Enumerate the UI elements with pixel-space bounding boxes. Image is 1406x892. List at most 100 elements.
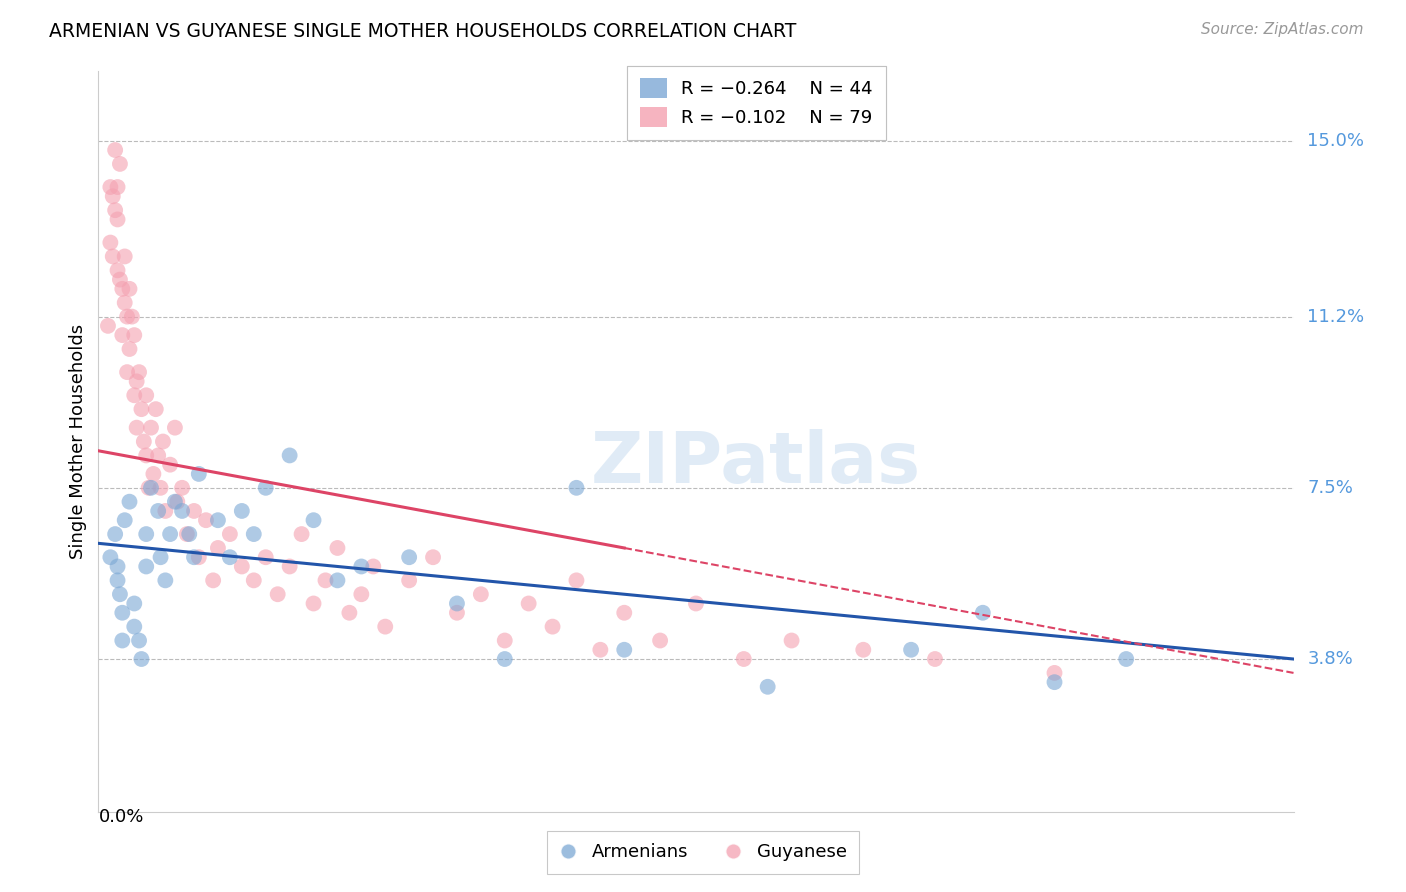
Guyanese	[176, 527, 198, 541]
Guyanese	[613, 606, 636, 620]
Text: 7.5%: 7.5%	[1308, 479, 1354, 497]
Guyanese	[219, 527, 242, 541]
Armenians	[149, 550, 172, 565]
Armenians	[131, 652, 153, 666]
Guyanese	[121, 310, 143, 324]
Guyanese	[104, 203, 127, 218]
Guyanese	[155, 504, 177, 518]
Guyanese	[852, 642, 875, 657]
Armenians	[118, 494, 141, 508]
Guyanese	[350, 587, 373, 601]
Guyanese	[114, 250, 136, 264]
Guyanese	[733, 652, 755, 666]
Guyanese	[114, 295, 136, 310]
Guyanese	[115, 365, 138, 379]
Guyanese	[98, 235, 122, 250]
Guyanese	[565, 574, 588, 588]
Text: 11.2%: 11.2%	[1308, 308, 1365, 326]
Armenians	[231, 504, 253, 518]
Armenians	[219, 550, 242, 565]
Armenians	[756, 680, 779, 694]
Armenians	[148, 504, 170, 518]
Armenians	[398, 550, 420, 565]
Legend: R = −0.264    N = 44, R = −0.102    N = 79: R = −0.264 N = 44, R = −0.102 N = 79	[627, 66, 886, 140]
Armenians	[243, 527, 266, 541]
Guyanese	[494, 633, 516, 648]
Armenians	[104, 527, 127, 541]
Armenians	[494, 652, 516, 666]
Text: ARMENIAN VS GUYANESE SINGLE MOTHER HOUSEHOLDS CORRELATION CHART: ARMENIAN VS GUYANESE SINGLE MOTHER HOUSE…	[49, 22, 797, 41]
Guyanese	[291, 527, 314, 541]
Guyanese	[131, 402, 153, 417]
Armenians	[302, 513, 325, 527]
Armenians	[613, 642, 636, 657]
Guyanese	[541, 620, 564, 634]
Armenians	[179, 527, 201, 541]
Armenians	[350, 559, 373, 574]
Guyanese	[202, 574, 225, 588]
Guyanese	[125, 420, 148, 434]
Guyanese	[111, 282, 134, 296]
Armenians	[111, 633, 134, 648]
Armenians	[900, 642, 922, 657]
Armenians	[155, 574, 177, 588]
Guyanese	[1043, 665, 1066, 680]
Guyanese	[446, 606, 468, 620]
Guyanese	[107, 180, 129, 194]
Guyanese	[326, 541, 349, 555]
Guyanese	[132, 434, 155, 449]
Legend: Armenians, Guyanese: Armenians, Guyanese	[547, 830, 859, 874]
Guyanese	[302, 597, 325, 611]
Armenians	[183, 550, 205, 565]
Armenians	[972, 606, 994, 620]
Guyanese	[115, 310, 138, 324]
Guyanese	[648, 633, 672, 648]
Guyanese	[166, 494, 188, 508]
Guyanese	[135, 449, 157, 463]
Armenians	[278, 449, 301, 463]
Text: Source: ZipAtlas.com: Source: ZipAtlas.com	[1201, 22, 1364, 37]
Armenians	[108, 587, 131, 601]
Armenians	[1115, 652, 1137, 666]
Guyanese	[243, 574, 266, 588]
Text: 15.0%: 15.0%	[1308, 132, 1364, 150]
Armenians	[565, 481, 588, 495]
Guyanese	[374, 620, 396, 634]
Armenians	[107, 574, 129, 588]
Armenians	[326, 574, 349, 588]
Armenians	[159, 527, 181, 541]
Y-axis label: Single Mother Households: Single Mother Households	[69, 324, 87, 559]
Guyanese	[104, 143, 127, 157]
Guyanese	[111, 328, 134, 343]
Armenians	[107, 559, 129, 574]
Guyanese	[159, 458, 181, 472]
Guyanese	[339, 606, 361, 620]
Guyanese	[118, 342, 141, 356]
Guyanese	[172, 481, 194, 495]
Armenians	[187, 467, 209, 481]
Guyanese	[98, 180, 122, 194]
Guyanese	[125, 375, 148, 389]
Guyanese	[124, 328, 146, 343]
Guyanese	[101, 189, 124, 203]
Guyanese	[145, 402, 167, 417]
Guyanese	[589, 642, 612, 657]
Armenians	[1043, 675, 1066, 690]
Guyanese	[149, 481, 172, 495]
Armenians	[98, 550, 122, 565]
Guyanese	[195, 513, 218, 527]
Guyanese	[780, 633, 803, 648]
Guyanese	[685, 597, 707, 611]
Guyanese	[101, 250, 124, 264]
Armenians	[254, 481, 277, 495]
Guyanese	[163, 420, 186, 434]
Armenians	[139, 481, 162, 495]
Guyanese	[107, 263, 129, 277]
Guyanese	[108, 157, 131, 171]
Armenians	[124, 620, 146, 634]
Guyanese	[470, 587, 492, 601]
Guyanese	[108, 272, 131, 286]
Guyanese	[97, 318, 120, 333]
Guyanese	[517, 597, 540, 611]
Armenians	[135, 559, 157, 574]
